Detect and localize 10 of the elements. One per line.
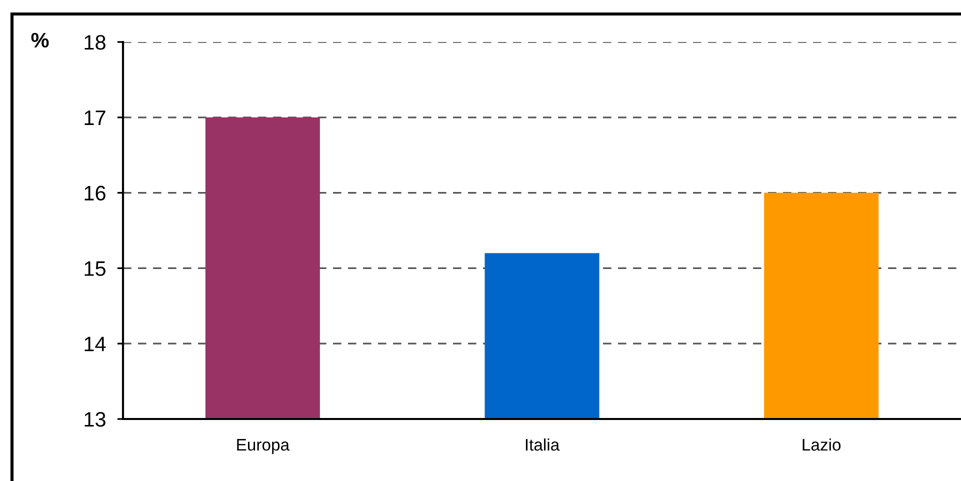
x-tick-label: Europa [237, 439, 290, 454]
x-tick-label: Lazio [802, 438, 841, 451]
y-axis-title: % [31, 32, 49, 48]
y-tick-label: 14 [84, 336, 106, 352]
y-tick-label: 17 [84, 110, 106, 125]
y-tick-label: 18 [84, 35, 106, 50]
y-tick-label: 13 [84, 412, 106, 427]
y-tick-label: 16 [84, 186, 106, 201]
y-tick-label: 15 [84, 261, 106, 276]
x-tick-label: Italia [526, 438, 560, 451]
